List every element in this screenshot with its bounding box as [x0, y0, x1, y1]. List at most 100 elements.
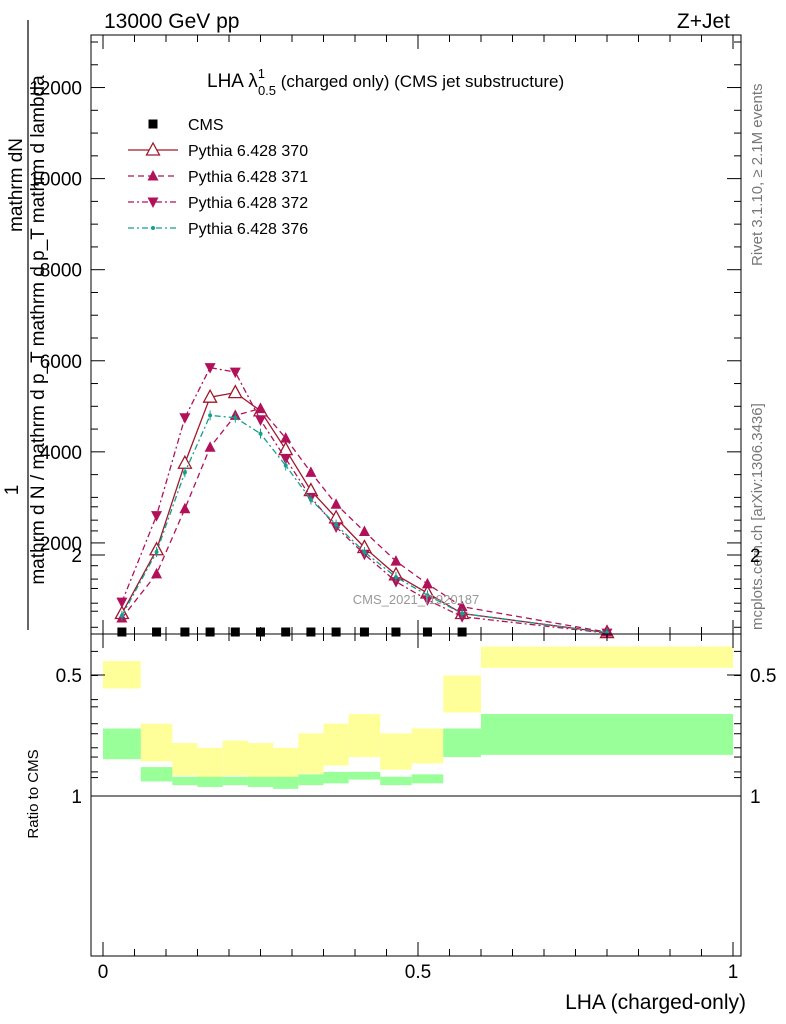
- x-tick-label: 0: [98, 962, 109, 983]
- x-tick-label: 0.5: [405, 962, 431, 983]
- outer-band-bin: [443, 675, 481, 713]
- outer-band-bin: [103, 661, 141, 689]
- main-y-tick-label: 10000: [29, 170, 82, 191]
- inner-band-bin: [103, 728, 141, 760]
- data-point: [330, 498, 342, 509]
- series-line: [121, 391, 608, 634]
- inner-band-bin: [273, 776, 299, 789]
- data-point: [204, 441, 216, 452]
- data-point: [456, 600, 468, 612]
- series-line: [121, 407, 608, 633]
- outer-band-bin: [222, 740, 248, 776]
- energy-label: 13000 GeV pp: [104, 10, 239, 33]
- inner-band-bin: [172, 776, 198, 786]
- outer-band-bin: [298, 733, 324, 774]
- outer-band-bin: [481, 646, 733, 668]
- data-point: [152, 627, 162, 637]
- ylabel-numerator: mathrm dN: [6, 138, 27, 232]
- inner-band-bin: [298, 774, 324, 786]
- legend-marker: [151, 226, 155, 230]
- data-point: [421, 595, 433, 606]
- legend-label: Pythia 6.428 372: [188, 195, 308, 212]
- data-point: [305, 466, 317, 477]
- outer-band-bin: [172, 742, 198, 776]
- data-point: [151, 511, 163, 522]
- title-main: LHA λ: [207, 71, 258, 92]
- outer-band-bin: [411, 728, 444, 764]
- title-sup: 1: [258, 66, 265, 81]
- outer-band-bin: [323, 723, 349, 766]
- legend-label: Pythia 6.428 370: [188, 143, 308, 160]
- data-point: [390, 555, 402, 566]
- data-point: [255, 415, 266, 426]
- outer-band-bin: [247, 742, 274, 778]
- main-y-tick-label: 6000: [40, 352, 82, 373]
- data-point: [204, 363, 216, 374]
- inner-band-bin: [323, 771, 349, 784]
- series-4: [119, 410, 609, 638]
- series-0: [117, 627, 467, 637]
- inner-band-bin: [443, 728, 481, 758]
- analysis-watermark: CMS_2021_I1920187: [353, 592, 480, 607]
- title-rest: (charged only) (CMS jet substructure): [276, 72, 564, 91]
- inner-band-bin: [247, 776, 274, 788]
- data-point: [229, 367, 241, 379]
- data-point: [117, 627, 127, 637]
- data-point: [331, 627, 341, 637]
- legend-marker: [147, 170, 159, 181]
- ratio-plot-frame: [90, 633, 742, 957]
- main-y-tick-label: 4000: [40, 443, 82, 464]
- inner-band-bin: [411, 774, 444, 784]
- x-axis-label: LHA (charged-only): [565, 991, 746, 1014]
- ylabel-denominator: mathrm d N / mathrm d p_T mathrm d p_T m…: [28, 75, 49, 585]
- data-point: [281, 627, 291, 637]
- data-point: [116, 597, 128, 609]
- legend-marker: [147, 197, 159, 208]
- data-point: [421, 577, 433, 589]
- data-point: [255, 402, 266, 414]
- data-point: [457, 627, 467, 637]
- title-sub: 0.5: [258, 83, 276, 98]
- inner-band-bin: [348, 771, 381, 780]
- data-point: [179, 413, 191, 424]
- ratio-y-tick-label: 1: [71, 787, 82, 808]
- outer-band-bin: [140, 723, 173, 762]
- process-label: Z+Jet: [677, 10, 730, 33]
- outer-band-bin: [380, 733, 412, 770]
- data-point: [422, 627, 432, 637]
- ratio-bands: [91, 646, 741, 797]
- data-point: [280, 432, 292, 443]
- ratio-y-tick-label-right: 0.5: [750, 666, 776, 687]
- main-series: [114, 363, 615, 640]
- plot-title: LHA λ1 0.5 (charged only) (CMS jet substr…: [207, 66, 564, 98]
- data-point: [256, 627, 265, 637]
- inner-band-bin: [222, 776, 248, 786]
- x-tick-label: 1: [728, 962, 739, 983]
- inner-band-bin: [140, 767, 173, 782]
- main-y-tick-label: 12000: [29, 79, 82, 100]
- legend-marker: [148, 119, 158, 129]
- data-point: [202, 388, 218, 403]
- data-point: [391, 627, 401, 637]
- ratio-y-tick-label: 0.5: [56, 666, 82, 687]
- data-point: [227, 384, 243, 399]
- ratio-y-tick-label-right: 2: [750, 546, 761, 567]
- data-point: [230, 627, 240, 637]
- data-point: [390, 577, 402, 588]
- ratio-y-tick-label: 2: [71, 546, 82, 567]
- main-y-tick-label: 2000: [40, 534, 82, 555]
- legend-marker: [145, 141, 161, 156]
- main-y-axis: 2000 4000 6000 8000 10000 12000: [29, 35, 741, 634]
- data-point: [179, 502, 191, 514]
- data-point: [151, 567, 163, 579]
- data-point: [358, 525, 370, 537]
- rivet-label: Rivet 3.1.10, ≥ 2.1M events: [749, 84, 766, 267]
- ylabel-one: 1: [2, 485, 23, 496]
- legend-label: CMS: [188, 117, 224, 134]
- outer-band-bin: [197, 747, 223, 780]
- ratio-axes: 0.5 0.5 1 1 2 2 0 0.5 1: [56, 506, 776, 983]
- ratio-y-tick-label-right: 1: [750, 787, 761, 808]
- outer-band-bin: [348, 714, 381, 758]
- legend-label: Pythia 6.428 371: [188, 169, 308, 186]
